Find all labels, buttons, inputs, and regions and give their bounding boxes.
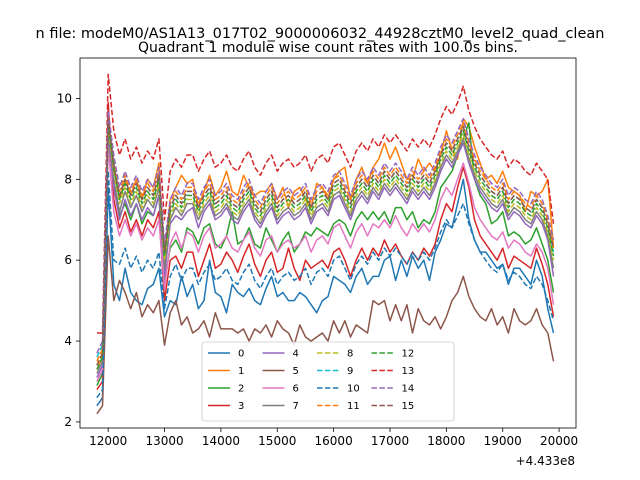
x-tick-label: 16000 — [315, 434, 353, 448]
legend-label: 0 — [238, 349, 244, 360]
series-line-14 — [96, 109, 555, 354]
legend-label: 10 — [347, 384, 360, 395]
series-line-1 — [96, 117, 555, 370]
series-line-8 — [96, 125, 555, 366]
series-line-6 — [96, 146, 555, 382]
axes: 12000 13000 14000 15000 16000 17000 18000 19000… — [57, 91, 578, 448]
x-offset-label: +4.433e8 — [516, 454, 575, 468]
x-tick-label: 18000 — [427, 434, 465, 448]
series-line-3 — [96, 101, 555, 391]
legend-label: 6 — [293, 384, 299, 395]
series-line-11 — [96, 113, 555, 362]
series-line-2 — [96, 113, 555, 386]
x-tick-label: 17000 — [371, 434, 409, 448]
legend-label: 14 — [402, 384, 415, 395]
legend-label: 5 — [293, 366, 299, 377]
series-line-13 — [96, 73, 555, 334]
y-tick-label: 4 — [64, 334, 72, 348]
plot-area — [96, 73, 555, 415]
series-line-10 — [96, 170, 555, 399]
y-tick-label: 2 — [64, 415, 72, 429]
series-line-12 — [96, 121, 555, 370]
legend-label: 4 — [293, 349, 299, 360]
y-tick-label: 10 — [57, 91, 72, 105]
legend-label: 12 — [402, 349, 415, 360]
legend-label: 8 — [347, 349, 353, 360]
figure-suptitle: n file: modeM0/AS1A13_017T02_9000006032_… — [36, 26, 605, 42]
legend-frame — [201, 341, 455, 422]
legend-label: 3 — [238, 401, 244, 412]
legend-label: 11 — [347, 401, 360, 412]
chart-title: Quadrant 1 module wise count rates with … — [138, 40, 518, 56]
legend-label: 13 — [402, 366, 415, 377]
x-tick-label: 12000 — [89, 434, 127, 448]
x-tick-label: 20000 — [540, 434, 578, 448]
legend-label: 15 — [402, 401, 415, 412]
x-tick-label: 13000 — [145, 434, 183, 448]
series-line-15 — [96, 117, 555, 366]
series-line-5 — [96, 235, 555, 415]
y-tick-label: 8 — [64, 172, 72, 186]
x-tick-label: 14000 — [202, 434, 240, 448]
legend-label: 7 — [293, 401, 299, 412]
axes-frame — [79, 57, 577, 429]
legend-label: 9 — [347, 366, 353, 377]
x-tick-label: 15000 — [258, 434, 296, 448]
series-line-7 — [96, 130, 555, 374]
legend-label: 1 — [238, 366, 244, 377]
x-tick-label: 19000 — [484, 434, 522, 448]
y-tick-label: 6 — [64, 253, 72, 267]
legend-label: 2 — [238, 384, 244, 395]
series-line-4 — [96, 138, 555, 378]
